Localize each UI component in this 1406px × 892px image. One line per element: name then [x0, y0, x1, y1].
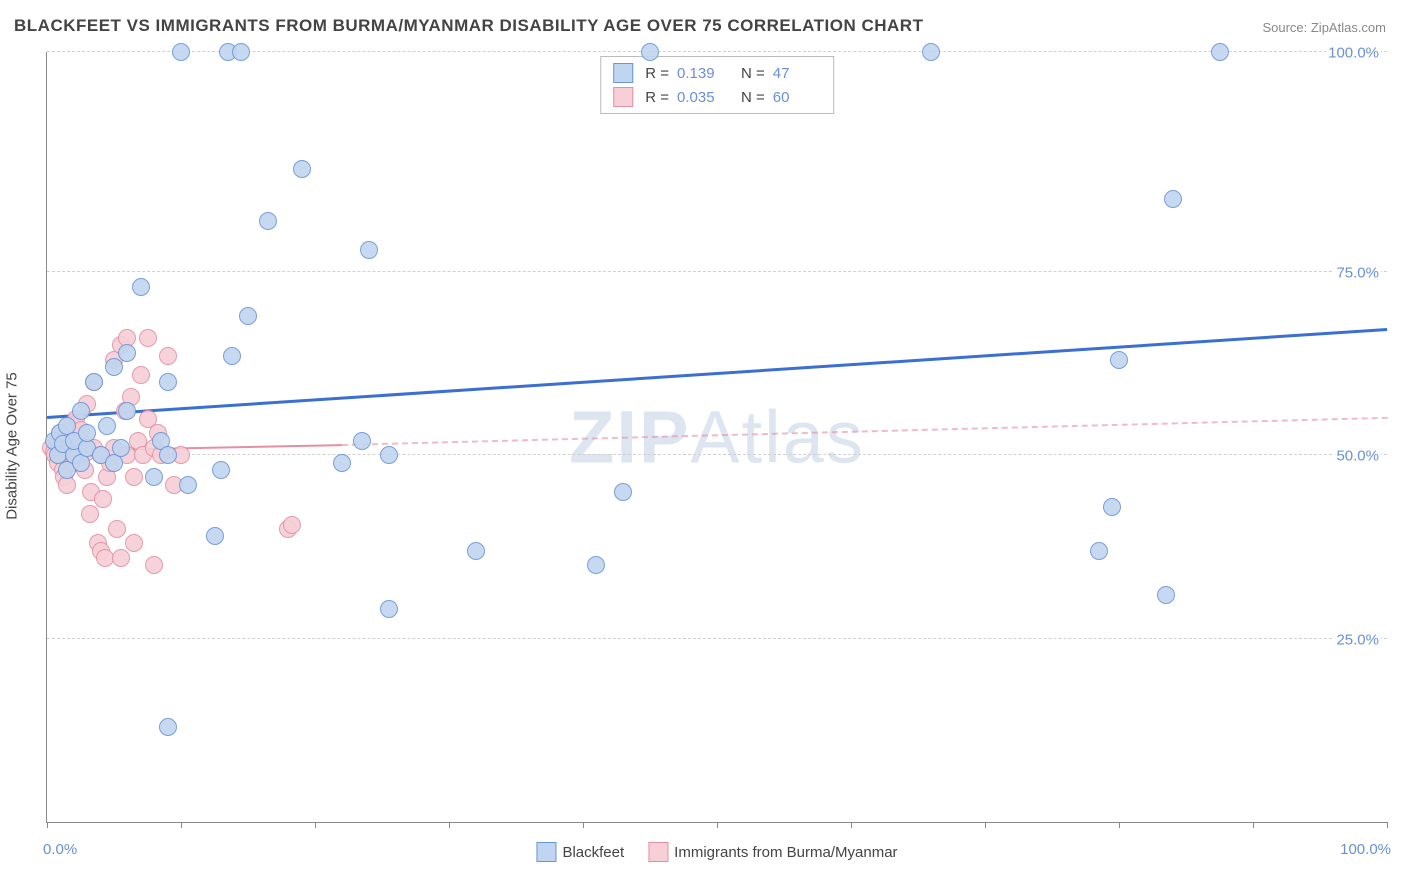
scatter-point-immigrants: [81, 505, 99, 523]
watermark-light: Atlas: [690, 396, 865, 479]
series-label-immigrants: Immigrants from Burma/Myanmar: [674, 844, 897, 861]
scatter-point-blackfeet: [105, 358, 123, 376]
scatter-point-blackfeet: [641, 43, 659, 61]
scatter-point-blackfeet: [239, 307, 257, 325]
y-tick-label: 100.0%: [1326, 45, 1381, 62]
x-tick-label: 0.0%: [43, 841, 77, 858]
x-tick: [1119, 822, 1120, 828]
trend-line: [342, 417, 1387, 446]
scatter-point-blackfeet: [232, 43, 250, 61]
scatter-point-blackfeet: [72, 402, 90, 420]
scatter-point-blackfeet: [118, 344, 136, 362]
scatter-point-blackfeet: [159, 446, 177, 464]
scatter-point-blackfeet: [206, 527, 224, 545]
scatter-point-blackfeet: [1211, 43, 1229, 61]
r-value-immigrants: 0.035: [677, 89, 725, 106]
n-label: N =: [741, 65, 765, 82]
scatter-point-blackfeet: [922, 43, 940, 61]
source-prefix: Source:: [1262, 20, 1310, 35]
x-tick: [583, 822, 584, 828]
scatter-point-blackfeet: [132, 278, 150, 296]
scatter-point-blackfeet: [380, 446, 398, 464]
scatter-point-immigrants: [139, 329, 157, 347]
scatter-point-blackfeet: [353, 432, 371, 450]
x-tick: [985, 822, 986, 828]
swatch-blackfeet-icon: [536, 842, 556, 862]
scatter-point-blackfeet: [172, 43, 190, 61]
source-name: ZipAtlas.com: [1311, 20, 1386, 35]
scatter-point-blackfeet: [1157, 586, 1175, 604]
scatter-point-blackfeet: [467, 542, 485, 560]
scatter-point-immigrants: [125, 468, 143, 486]
gridline: [47, 271, 1387, 272]
series-legend-item-immigrants: Immigrants from Burma/Myanmar: [648, 842, 897, 862]
gridline: [47, 454, 1387, 455]
scatter-point-blackfeet: [112, 439, 130, 457]
n-value-immigrants: 60: [773, 89, 821, 106]
series-label-blackfeet: Blackfeet: [562, 844, 624, 861]
scatter-point-blackfeet: [145, 468, 163, 486]
scatter-point-immigrants: [145, 556, 163, 574]
scatter-point-blackfeet: [85, 373, 103, 391]
r-label: R =: [645, 65, 669, 82]
y-tick-label: 25.0%: [1334, 631, 1381, 648]
chart-container: BLACKFEET VS IMMIGRANTS FROM BURMA/MYANM…: [0, 0, 1406, 892]
scatter-point-blackfeet: [159, 373, 177, 391]
plot-area: ZIPAtlas R = 0.139 N = 47 R = 0.035 N = …: [46, 52, 1387, 823]
x-tick: [717, 822, 718, 828]
scatter-point-blackfeet: [1090, 542, 1108, 560]
scatter-point-immigrants: [159, 347, 177, 365]
scatter-point-blackfeet: [212, 461, 230, 479]
scatter-point-immigrants: [108, 520, 126, 538]
x-tick-label: 100.0%: [1340, 841, 1391, 858]
stats-legend-row-blackfeet: R = 0.139 N = 47: [613, 61, 821, 85]
chart-title: BLACKFEET VS IMMIGRANTS FROM BURMA/MYANM…: [14, 16, 923, 36]
x-tick: [47, 822, 48, 828]
series-legend: Blackfeet Immigrants from Burma/Myanmar: [536, 842, 897, 862]
y-axis-label: Disability Age Over 75: [4, 372, 21, 520]
scatter-point-blackfeet: [333, 454, 351, 472]
stats-legend: R = 0.139 N = 47 R = 0.035 N = 60: [600, 56, 834, 114]
scatter-point-blackfeet: [360, 241, 378, 259]
scatter-point-blackfeet: [1164, 190, 1182, 208]
x-tick: [1387, 822, 1388, 828]
scatter-point-blackfeet: [587, 556, 605, 574]
scatter-point-blackfeet: [380, 600, 398, 618]
stats-legend-row-immigrants: R = 0.035 N = 60: [613, 85, 821, 109]
y-tick-label: 50.0%: [1334, 448, 1381, 465]
scatter-point-blackfeet: [179, 476, 197, 494]
source-attribution: Source: ZipAtlas.com: [1262, 20, 1386, 35]
x-tick: [449, 822, 450, 828]
trend-line: [47, 328, 1387, 419]
scatter-point-blackfeet: [223, 347, 241, 365]
x-tick: [1253, 822, 1254, 828]
scatter-point-blackfeet: [78, 424, 96, 442]
swatch-blackfeet-icon: [613, 63, 633, 83]
scatter-point-blackfeet: [98, 417, 116, 435]
x-tick: [315, 822, 316, 828]
n-label: N =: [741, 89, 765, 106]
scatter-point-immigrants: [125, 534, 143, 552]
scatter-point-immigrants: [132, 366, 150, 384]
scatter-point-blackfeet: [614, 483, 632, 501]
x-tick: [851, 822, 852, 828]
scatter-point-blackfeet: [1110, 351, 1128, 369]
scatter-point-blackfeet: [259, 212, 277, 230]
r-label: R =: [645, 89, 669, 106]
x-tick: [181, 822, 182, 828]
scatter-point-blackfeet: [293, 160, 311, 178]
swatch-immigrants-icon: [613, 87, 633, 107]
n-value-blackfeet: 47: [773, 65, 821, 82]
scatter-point-blackfeet: [118, 402, 136, 420]
swatch-immigrants-icon: [648, 842, 668, 862]
y-tick-label: 75.0%: [1334, 265, 1381, 282]
r-value-blackfeet: 0.139: [677, 65, 725, 82]
scatter-point-immigrants: [283, 516, 301, 534]
scatter-point-immigrants: [112, 549, 130, 567]
scatter-point-immigrants: [94, 490, 112, 508]
series-legend-item-blackfeet: Blackfeet: [536, 842, 624, 862]
scatter-point-blackfeet: [159, 718, 177, 736]
gridline: [47, 638, 1387, 639]
scatter-point-blackfeet: [1103, 498, 1121, 516]
